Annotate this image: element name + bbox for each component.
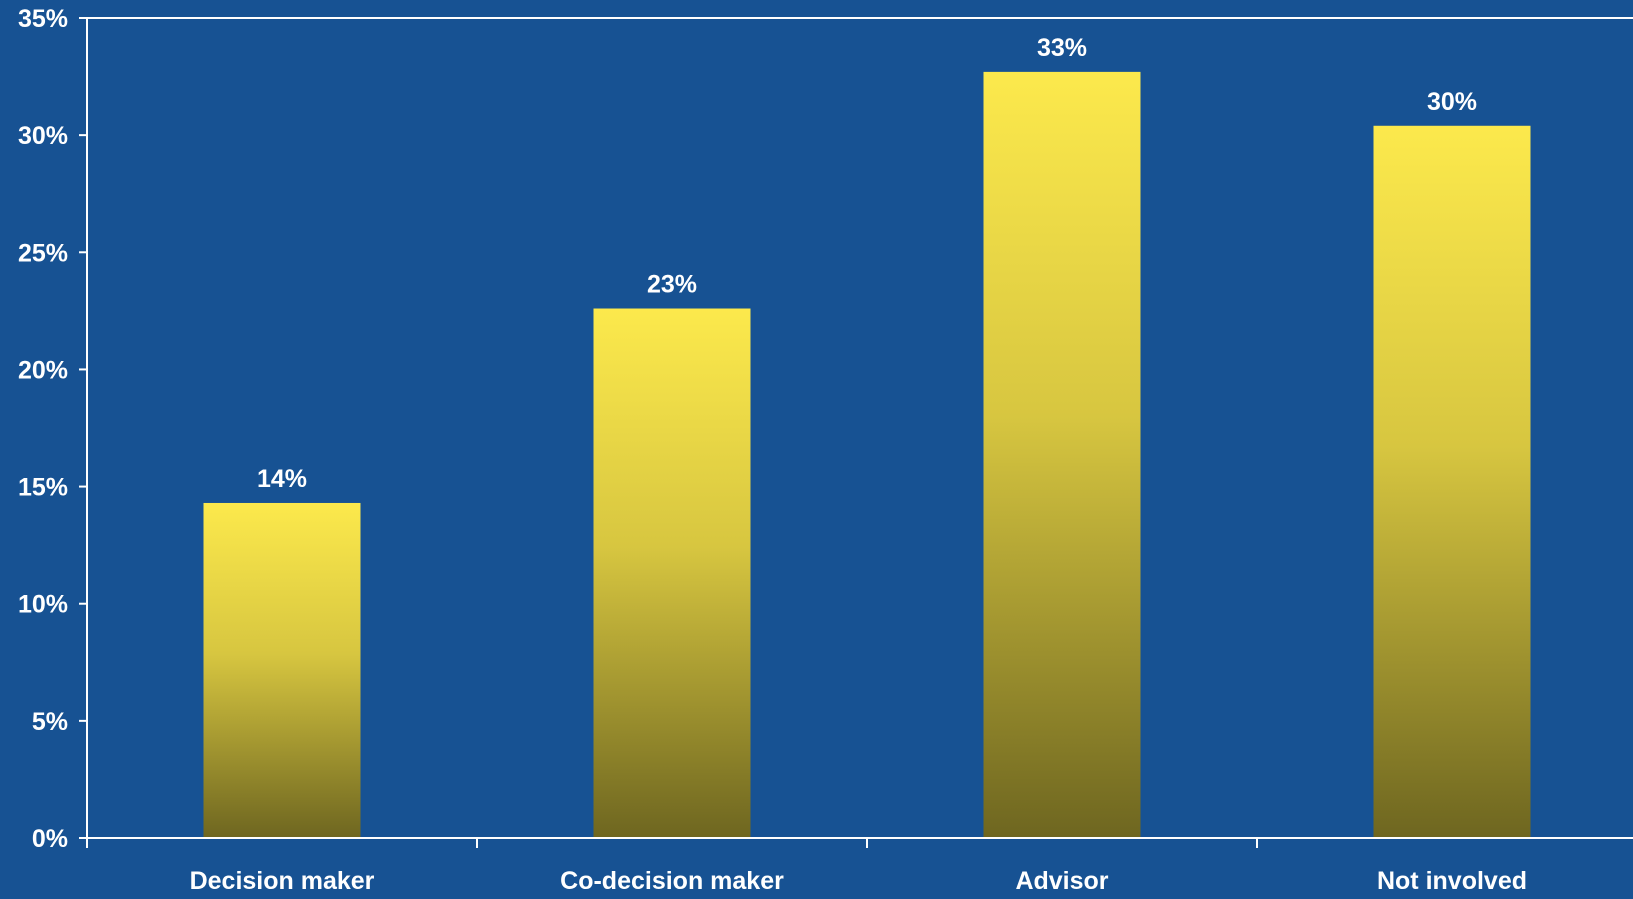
y-tick-label: 20% [18,356,68,384]
y-tick-label: 35% [18,5,68,33]
bar-decision-maker [203,502,361,838]
x-tick-label: Not involved [1377,867,1527,894]
y-tick-label: 10% [18,591,68,619]
axes-layer [79,17,1633,848]
data-label: 14% [257,465,307,493]
bar-not-involved [1373,125,1531,839]
labels-layer: 14% Decision maker 23% Co-decision maker 33%… [18,5,1527,895]
x-tick-label: Co-decision maker [560,867,784,894]
y-tick-label: 25% [18,239,68,267]
y-tick-label: 0% [32,825,68,853]
data-label: 33% [1037,34,1087,62]
bar-co-decision-maker [593,308,751,838]
data-label: 30% [1427,88,1477,116]
x-tick-label: Decision maker [190,867,375,894]
y-tick-label: 30% [18,122,68,150]
bars-layer [203,71,1531,839]
x-tick-label: Advisor [1015,867,1108,894]
bar-advisor [983,71,1141,838]
y-tick-label: 15% [18,474,68,502]
y-tick-label: 5% [32,708,68,736]
data-label: 23% [647,271,697,299]
